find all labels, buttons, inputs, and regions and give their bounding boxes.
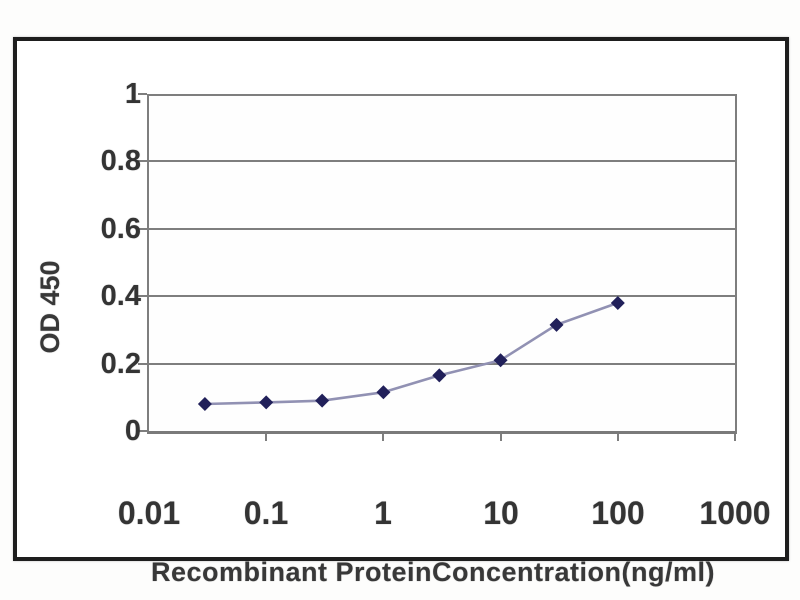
x-tick-label: 1000 [699,495,771,531]
x-tick-label: 1 [374,495,392,531]
data-point-markers [197,295,625,412]
y-tick-label: 0 [124,415,141,447]
data-point-marker [549,317,564,332]
gridline [149,295,735,297]
gridline [149,94,735,96]
y-tick-mark [138,160,147,162]
y-tick-mark [138,93,147,95]
data-point-marker [315,393,330,408]
y-tick-label: 0.2 [100,348,141,380]
x-tick-mark [382,434,384,441]
x-tick-mark [734,434,736,441]
x-axis-title: Recombinant ProteinConcentration(ng/ml) [150,557,715,587]
y-tick-label: 0.6 [100,213,141,245]
data-line [204,301,619,406]
x-tick-label: 10 [483,495,519,531]
x-tick-label: 0.01 [117,495,181,531]
data-point-marker [197,397,212,412]
data-point-marker [610,295,625,310]
y-axis-title: OD 450 [35,260,65,354]
y-tick-mark [138,430,147,432]
gridline [149,228,735,230]
x-tick-mark [265,434,267,441]
x-tick-mark [500,434,502,441]
x-tick-mark [617,434,619,441]
y-tick-mark [138,228,147,230]
x-tick-label: 100 [591,495,645,531]
y-tick-label: 0.8 [100,145,141,177]
y-tick-mark [138,295,147,297]
y-tick-label: 1 [124,78,141,110]
gridline [149,363,735,365]
x-tick-label: 0.1 [243,495,289,531]
chart-frame: 1 0.8 0.6 0.4 0.2 0 0.01 0.1 1 10 100 1000 OD 450 … [13,37,789,587]
y-tick-label: 0.4 [100,280,141,312]
gridline [149,160,735,162]
data-point-marker [376,385,391,400]
curve-svg [197,295,625,412]
data-point-marker [493,353,508,368]
data-point-marker [432,368,447,383]
data-point-marker [259,395,274,410]
y-tick-mark [138,363,147,365]
